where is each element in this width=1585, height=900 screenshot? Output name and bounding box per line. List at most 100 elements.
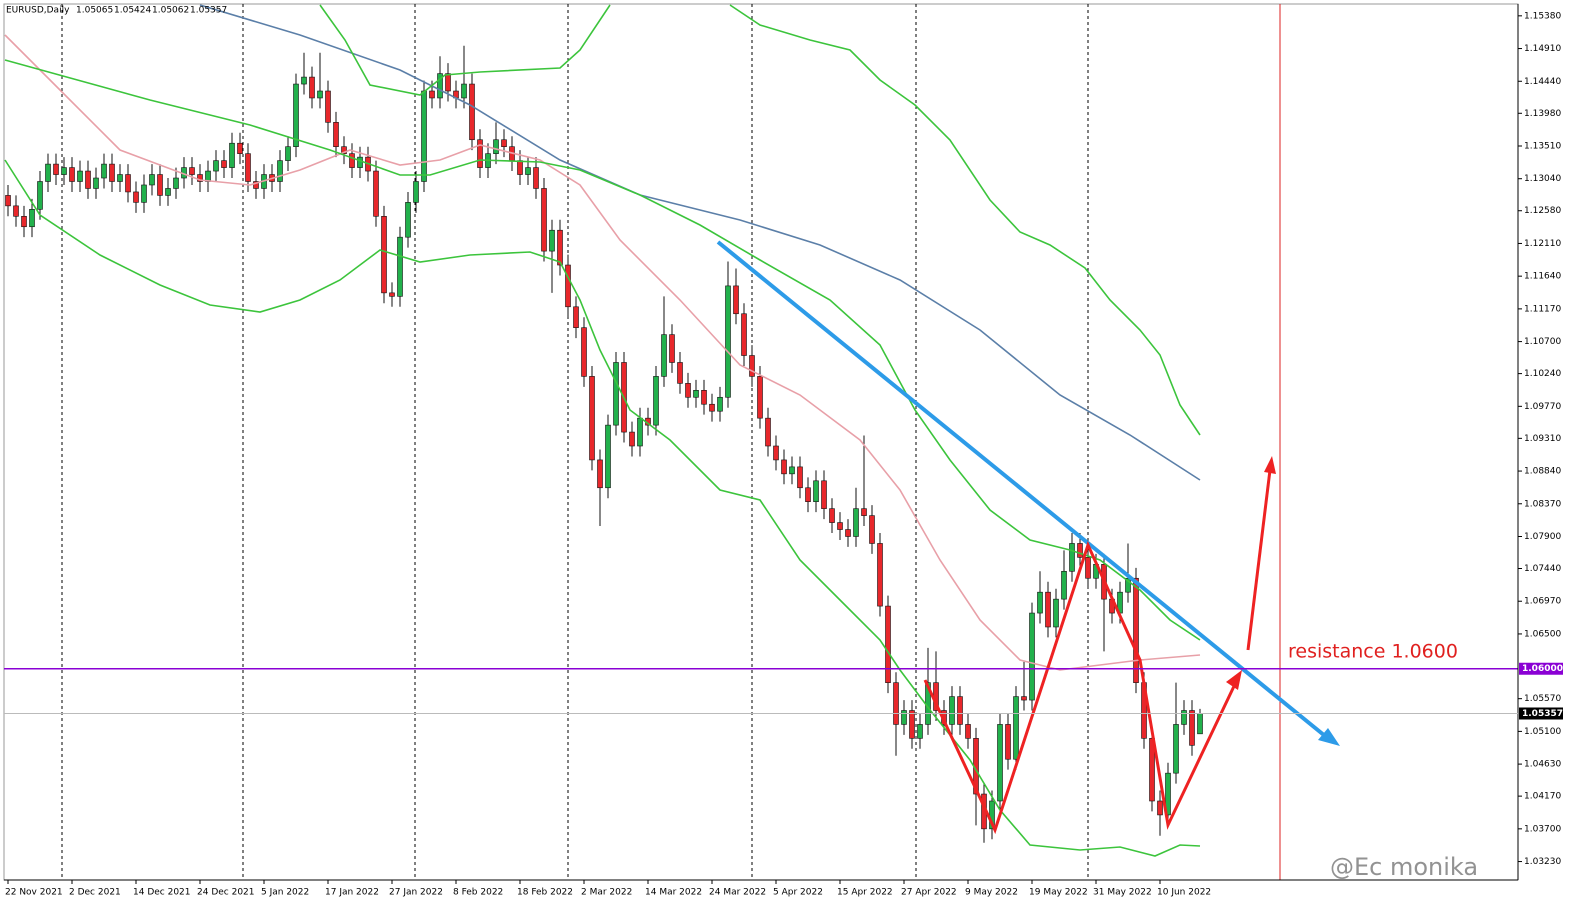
candle-body: [389, 292, 395, 297]
candle-body: [13, 205, 19, 217]
candle-body: [477, 139, 483, 168]
candle-body: [949, 696, 955, 725]
candle-body: [797, 466, 803, 489]
candle-body: [45, 163, 51, 182]
candle-body: [5, 195, 11, 207]
candle-body: [677, 362, 683, 384]
x-tick-label: 27 Apr 2022: [901, 888, 957, 898]
candle-body: [1173, 724, 1179, 774]
candle-body: [877, 543, 883, 607]
candle-body: [653, 376, 659, 426]
trendline-arrowhead: [1318, 728, 1340, 746]
y-tick-label: 1.13040: [1524, 174, 1561, 184]
candle-body: [1133, 577, 1139, 683]
candle-body: [1005, 724, 1011, 760]
candle-body: [1037, 591, 1043, 614]
candle-body: [213, 160, 219, 172]
y-tick-label: 1.07900: [1524, 532, 1561, 542]
candle-body: [285, 146, 291, 161]
candle-body: [429, 90, 435, 99]
candle-body: [421, 90, 427, 182]
x-tick-label: 31 May 2022: [1093, 888, 1152, 898]
ma-pink: [4, 34, 1201, 671]
candle-body: [77, 170, 83, 182]
candle-body: [581, 327, 587, 377]
candle-body: [901, 710, 907, 725]
candle-body: [373, 170, 379, 217]
candle-body: [29, 209, 35, 228]
y-tick-label: 1.03700: [1524, 824, 1561, 834]
candle-body: [1189, 710, 1195, 746]
candle-body: [405, 202, 411, 238]
x-tick-label: 14 Dec 2021: [133, 888, 191, 898]
y-tick-label: 1.12110: [1524, 239, 1561, 249]
candle-body: [709, 403, 715, 412]
candle-body: [157, 174, 163, 196]
candle-body: [525, 167, 531, 175]
header-high: 1.05424: [114, 6, 151, 16]
y-tick-label: 1.14440: [1524, 77, 1561, 87]
candle-body: [21, 216, 27, 228]
x-tick-label: 5 Apr 2022: [773, 888, 823, 898]
candle-body: [909, 710, 915, 739]
candle-body: [469, 83, 475, 141]
x-tick-label: 14 Mar 2022: [645, 888, 702, 898]
candle-body: [61, 167, 67, 175]
candle-body: [837, 522, 843, 530]
candle-body: [733, 285, 739, 315]
candle-body: [317, 90, 323, 99]
symbol: EURUSD,Daily: [6, 6, 70, 16]
watermark: @Ec monika: [1330, 853, 1478, 881]
candle-body: [109, 163, 115, 182]
x-tick-label: 22 Nov 2021: [5, 888, 63, 898]
x-tick-label: 27 Jan 2022: [389, 888, 443, 898]
period-separators: [61, 4, 1089, 880]
candle-body: [101, 163, 107, 179]
candle-body: [685, 383, 691, 398]
x-tick-label: 19 May 2022: [1029, 888, 1088, 898]
candle-body: [781, 459, 787, 475]
resistance-line-group: 1.06000: [4, 662, 1563, 675]
candle-body: [117, 174, 123, 182]
breakout-arrow: [1246, 469, 1272, 651]
bollinger-lower: [4, 159, 1201, 857]
candle-body: [493, 139, 499, 154]
candle-body: [813, 480, 819, 502]
y-tick-label: 1.03230: [1524, 857, 1561, 867]
y-tick-label: 1.13980: [1524, 109, 1561, 119]
candle-body: [501, 139, 507, 147]
candle-body: [717, 396, 723, 412]
candle-body: [253, 181, 259, 189]
candle-body: [1061, 570, 1067, 600]
pattern-arrow: [923, 540, 1238, 835]
candle-body: [821, 480, 827, 509]
candle-body: [741, 313, 747, 356]
x-tick-label: 2 Dec 2021: [69, 888, 121, 898]
candle-body: [437, 73, 443, 99]
candle-body: [173, 177, 179, 189]
candle-body: [397, 236, 403, 297]
x-tick-label: 9 May 2022: [965, 888, 1018, 898]
y-tick-label: 1.07440: [1524, 564, 1561, 574]
header-low: 1.05062: [152, 6, 189, 16]
candle-body: [661, 334, 667, 377]
bollinger-middle: [4, 59, 1201, 641]
candle-body: [541, 188, 547, 252]
candle-body: [765, 417, 771, 447]
y-tick-label: 1.11170: [1524, 304, 1561, 314]
y-tick-label: 1.15380: [1524, 11, 1561, 21]
candle-body: [1165, 772, 1171, 816]
candle-body: [605, 424, 611, 489]
candle-body: [965, 724, 971, 739]
candle-body: [757, 376, 763, 419]
candle-body: [573, 306, 579, 328]
candle-body: [869, 515, 875, 544]
candle-body: [85, 170, 91, 189]
candle-body: [309, 76, 315, 99]
candle-body: [1029, 612, 1035, 701]
bollinger-upper: [319, 4, 611, 96]
y-tick-label: 1.14910: [1524, 44, 1561, 54]
candle-body: [125, 174, 131, 193]
